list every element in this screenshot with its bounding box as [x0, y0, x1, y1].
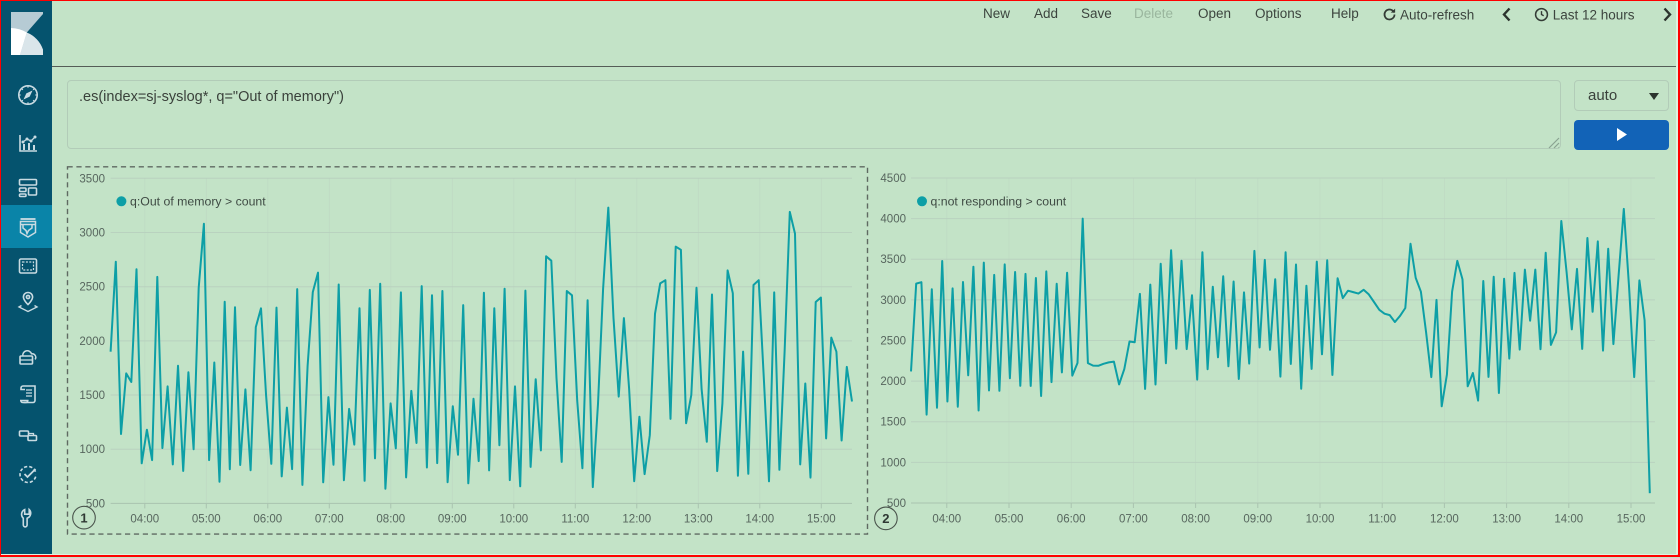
svg-text:12:00: 12:00	[1430, 514, 1459, 526]
svg-text:3000: 3000	[79, 228, 105, 240]
svg-text:11:00: 11:00	[561, 514, 589, 526]
svg-text:4000: 4000	[880, 214, 906, 226]
svg-text:2000: 2000	[79, 336, 105, 348]
svg-text:10:00: 10:00	[499, 514, 528, 526]
svg-text:14:00: 14:00	[745, 514, 774, 526]
svg-text:1500: 1500	[79, 390, 105, 402]
svg-text:07:00: 07:00	[1119, 514, 1148, 526]
svg-text:12:00: 12:00	[622, 514, 651, 526]
svg-text:05:00: 05:00	[995, 514, 1024, 526]
svg-text:09:00: 09:00	[1243, 514, 1272, 526]
svg-text:06:00: 06:00	[253, 514, 282, 526]
svg-text:1000: 1000	[79, 444, 105, 456]
svg-text:3500: 3500	[880, 254, 906, 266]
svg-text:15:00: 15:00	[1617, 514, 1646, 526]
svg-text:14:00: 14:00	[1554, 514, 1583, 526]
svg-text:06:00: 06:00	[1057, 514, 1086, 526]
svg-text:q:not responding > count: q:not responding > count	[931, 195, 1067, 209]
svg-text:05:00: 05:00	[192, 514, 221, 526]
svg-text:10:00: 10:00	[1306, 514, 1335, 526]
svg-text:04:00: 04:00	[932, 514, 961, 526]
svg-text:3500: 3500	[79, 173, 105, 185]
svg-text:08:00: 08:00	[1181, 514, 1210, 526]
svg-text:3000: 3000	[880, 295, 906, 307]
svg-text:1: 1	[80, 510, 87, 525]
svg-text:q:Out of memory > count: q:Out of memory > count	[130, 195, 266, 209]
svg-text:11:00: 11:00	[1368, 514, 1396, 526]
svg-text:2500: 2500	[880, 336, 906, 348]
svg-text:2: 2	[882, 511, 889, 526]
svg-text:2000: 2000	[880, 376, 906, 388]
svg-text:500: 500	[86, 498, 105, 510]
svg-text:09:00: 09:00	[438, 514, 467, 526]
svg-text:04:00: 04:00	[130, 514, 159, 526]
svg-text:4500: 4500	[880, 173, 906, 185]
svg-text:2500: 2500	[79, 282, 105, 294]
svg-text:07:00: 07:00	[315, 514, 344, 526]
svg-text:500: 500	[887, 498, 906, 510]
svg-text:13:00: 13:00	[1492, 514, 1521, 526]
svg-text:13:00: 13:00	[684, 514, 713, 526]
svg-text:1000: 1000	[880, 457, 906, 469]
svg-text:08:00: 08:00	[376, 514, 405, 526]
svg-text:15:00: 15:00	[807, 514, 836, 526]
svg-text:1500: 1500	[880, 417, 906, 429]
